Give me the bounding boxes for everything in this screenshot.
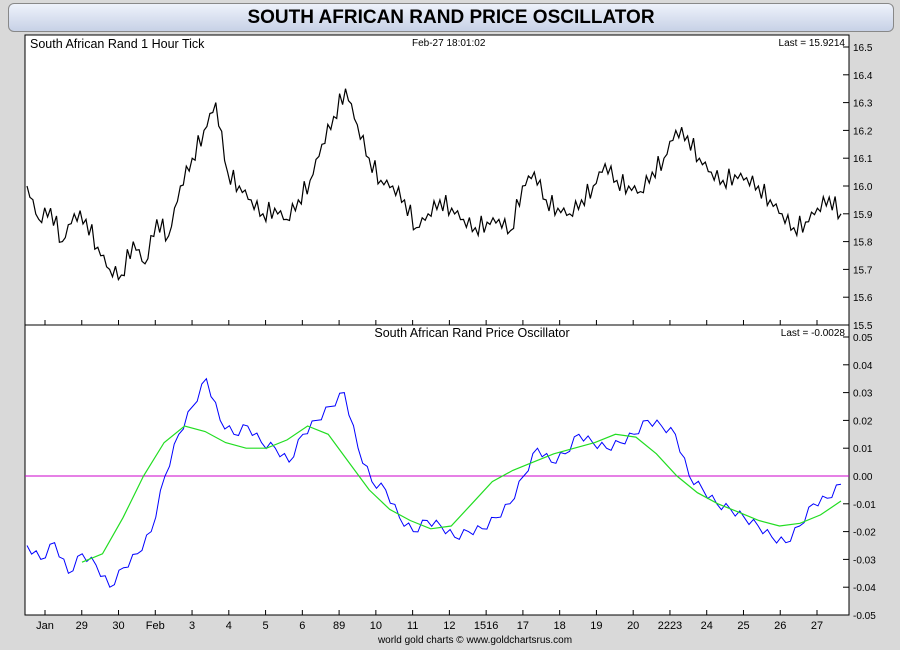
price-y-tick-label: 15.6 (853, 293, 873, 304)
x-tick-label: 19 (590, 620, 602, 632)
price-y-tick-label: 16.1 (853, 154, 873, 165)
x-tick-label: 18 (554, 620, 566, 632)
signal-line (81, 425, 842, 563)
osc-y-tick-label: -0.02 (853, 528, 876, 539)
price-y-tick-label: 16.3 (853, 99, 873, 110)
osc-y-tick-label: -0.04 (853, 583, 876, 594)
osc-y-tick-label: 0.04 (853, 361, 873, 372)
price-y-tick-label: 16.2 (853, 126, 873, 137)
price-y-tick-label: 16.4 (853, 71, 873, 82)
osc-y-tick-label: 0.05 (853, 333, 873, 344)
x-tick-label: 5 (263, 620, 269, 632)
x-tick-label: 10 (370, 620, 382, 632)
x-tick-label: 2223 (658, 620, 682, 632)
price-panel-title: South African Rand 1 Hour Tick (30, 37, 205, 51)
chart-title: SOUTH AFRICAN RAND PRICE OSCILLATOR (8, 3, 894, 32)
price-y-tick-label: 15.8 (853, 238, 873, 249)
x-tick-label: 17 (517, 620, 529, 632)
price-y-tick-label: 16.0 (853, 182, 873, 193)
x-tick-label: 26 (774, 620, 786, 632)
price-series-line (26, 88, 842, 282)
x-tick-label: 27 (811, 620, 823, 632)
x-tick-label: 1516 (474, 620, 498, 632)
price-timestamp: Feb-27 18:01:02 (412, 38, 486, 49)
x-tick-label: Jan (36, 620, 54, 632)
price-y-tick-label: 15.9 (853, 210, 873, 221)
x-tick-label: 12 (443, 620, 455, 632)
price-y-tick-label: 16.5 (853, 43, 873, 54)
x-tick-label: 29 (76, 620, 88, 632)
osc-y-tick-label: 0.00 (853, 472, 873, 483)
osc-last-label: Last = -0.0028 (781, 328, 846, 339)
footer-credit: world gold charts © www.goldchartsrus.co… (377, 635, 572, 646)
osc-y-tick-label: -0.05 (853, 611, 876, 622)
osc-y-tick-label: 0.03 (853, 389, 873, 400)
osc-y-tick-label: 0.02 (853, 416, 873, 427)
x-tick-label: 89 (333, 620, 345, 632)
price-y-tick-label: 15.5 (853, 321, 873, 332)
x-tick-label: 25 (737, 620, 749, 632)
x-tick-label: 3 (189, 620, 195, 632)
x-tick-label: 24 (701, 620, 713, 632)
price-y-tick-label: 15.7 (853, 265, 873, 276)
x-tick-label: 6 (299, 620, 305, 632)
osc-y-tick-label: -0.03 (853, 555, 876, 566)
osc-y-tick-label: 0.01 (853, 444, 873, 455)
oscillator-line (26, 377, 842, 588)
price-last-label: Last = 15.9214 (779, 38, 846, 49)
x-tick-label: Feb (146, 620, 165, 632)
x-tick-label: 11 (407, 620, 418, 632)
x-tick-label: 4 (226, 620, 232, 632)
x-tick-label: 30 (112, 620, 124, 632)
osc-panel-title: South African Rand Price Oscillator (374, 326, 569, 340)
osc-y-tick-label: -0.01 (853, 500, 876, 511)
x-tick-label: 20 (627, 620, 639, 632)
